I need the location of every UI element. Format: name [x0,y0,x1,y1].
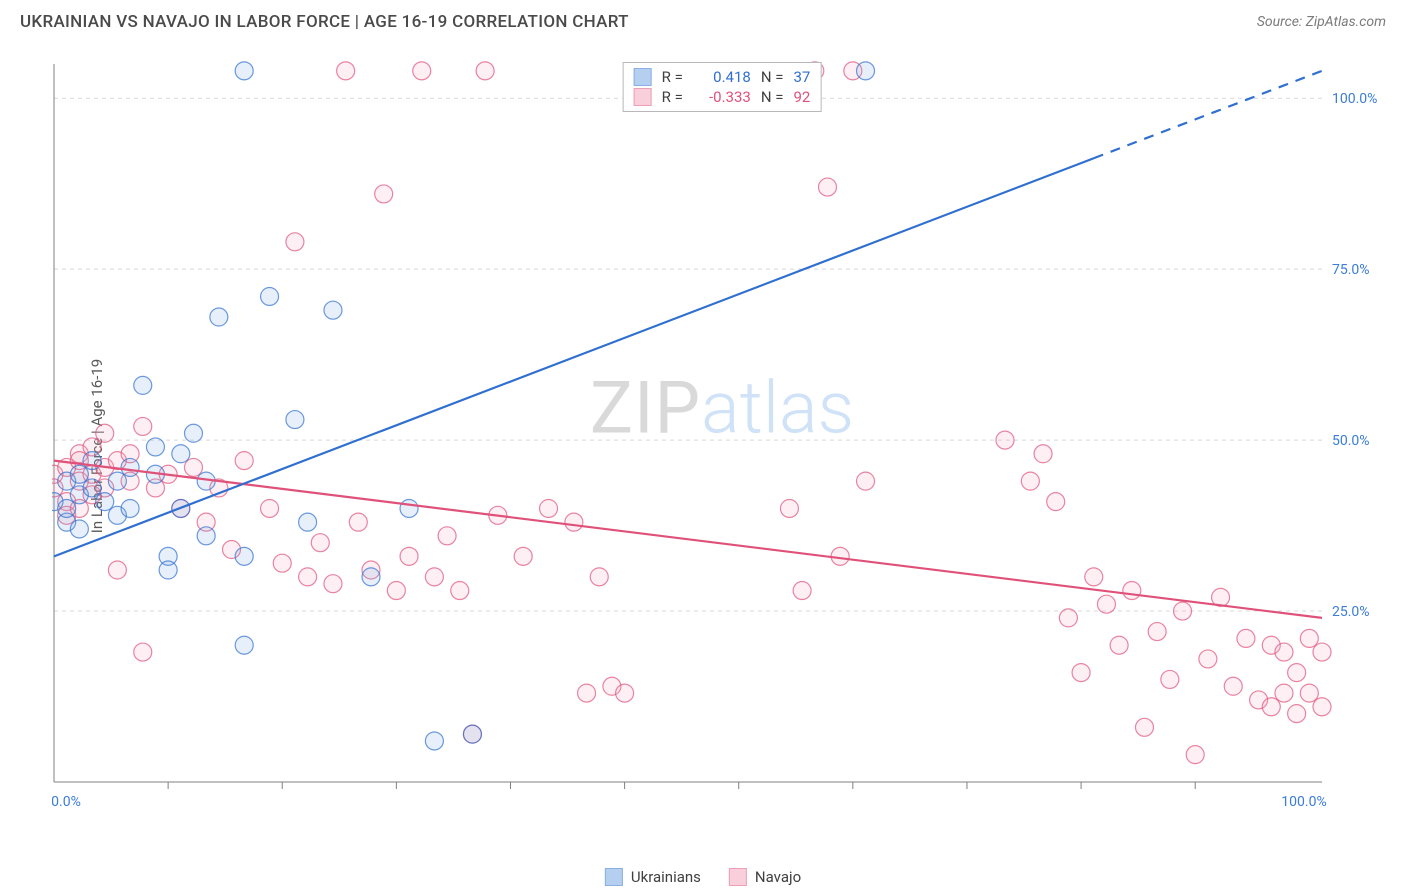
n-label: N = [761,88,784,106]
legend-item-ukrainians: Ukrainians [605,868,701,886]
swatch-navajo [634,88,652,106]
svg-text:25.0%: 25.0% [1332,604,1370,620]
svg-text:0.0%: 0.0% [52,794,81,810]
scatter-plot-svg: 25.0% 50.0% 75.0% 100.0% 0.0% 100.0% [52,58,1392,818]
n-value-ukrainians: 37 [793,68,810,86]
correlation-legend: R = 0.418 N = 37 R = -0.333 N = 92 [623,62,822,112]
r-label: R = [662,68,683,86]
svg-text:50.0%: 50.0% [1332,433,1370,449]
swatch-ukrainians [605,868,623,886]
n-value-navajo: 92 [793,88,810,106]
r-label: R = [662,88,683,106]
series-legend: Ukrainians Navajo [605,868,801,886]
svg-text:75.0%: 75.0% [1332,262,1370,278]
chart-area: ZIPatlas 25.0%50.0%75.0%100.0%0.0%100.0%… [52,58,1392,818]
r-value-ukrainians: 0.418 [693,68,751,86]
r-value-navajo: -0.333 [693,88,751,106]
n-label: N = [761,68,784,86]
source-label: Source: ZipAtlas.com [1257,14,1386,30]
legend-row-navajo: R = -0.333 N = 92 [634,87,811,107]
legend-label-navajo: Navajo [755,868,801,886]
legend-item-navajo: Navajo [729,868,801,886]
swatch-navajo [729,868,747,886]
legend-label-ukrainians: Ukrainians [631,868,701,886]
page-title: UKRAINIAN VS NAVAJO IN LABOR FORCE | AGE… [20,12,629,32]
legend-row-ukrainians: R = 0.418 N = 37 [634,67,811,87]
svg-text:100.0%: 100.0% [1281,794,1326,810]
svg-text:100.0%: 100.0% [1332,91,1377,107]
swatch-ukrainians [634,68,652,86]
